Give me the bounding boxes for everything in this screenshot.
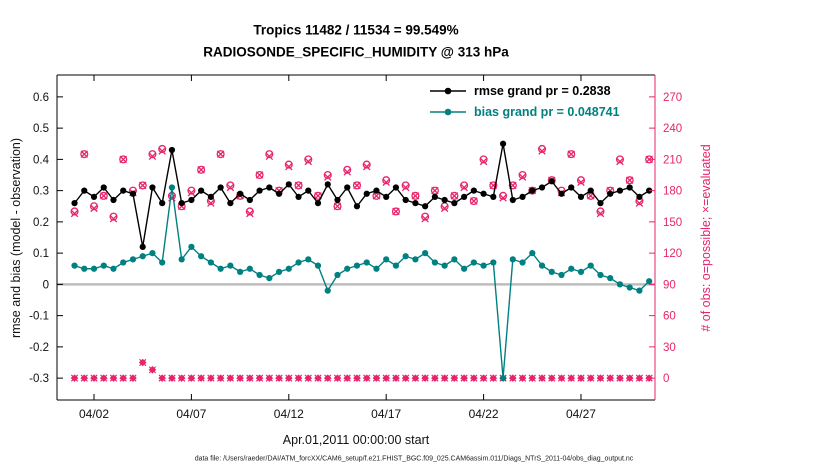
svg-text:0: 0 <box>43 279 49 291</box>
svg-text:0.3: 0.3 <box>33 186 49 198</box>
svg-text:-0.2: -0.2 <box>29 342 49 354</box>
possible-obs-o-series <box>70 144 654 221</box>
legend-label-bias: bias grand pr = 0.048741 <box>474 104 620 119</box>
svg-text:210: 210 <box>663 154 682 166</box>
left-axis-label: rmse and bias (model - observation) <box>9 137 23 339</box>
svg-text:04/27: 04/27 <box>566 407 596 421</box>
svg-text:240: 240 <box>663 123 682 135</box>
svg-text:04/12: 04/12 <box>274 407 304 421</box>
right-axis-label: # of obs: o=possible; ×=evaluated <box>699 144 713 332</box>
bias-series <box>71 184 653 382</box>
axes: -0.3 -0.2 -0.1 0 0.1 0.2 0.3 0.4 0.5 0.6 0 30 60 90 12… <box>29 74 682 421</box>
svg-text:04/07: 04/07 <box>176 407 206 421</box>
svg-text:120: 120 <box>663 248 682 260</box>
svg-text:30: 30 <box>663 342 676 354</box>
svg-text:90: 90 <box>663 279 676 291</box>
svg-text:04/17: 04/17 <box>371 407 401 421</box>
legend-item-bias: bias grand pr = 0.048741 <box>428 101 620 122</box>
evaluated-obs-x-series <box>70 147 653 223</box>
svg-text:0.5: 0.5 <box>33 123 49 135</box>
chart-subtitle: RADIOSONDE_SPECIFIC_HUMIDITY @ 313 hPa <box>203 44 509 60</box>
svg-text:0.4: 0.4 <box>33 154 50 166</box>
svg-text:-0.3: -0.3 <box>29 373 49 385</box>
x-axis-label: Apr.01,2011 00:00:00 start <box>282 433 430 447</box>
near-zero-obs-markers-series <box>70 358 653 382</box>
svg-text:150: 150 <box>663 217 682 229</box>
rmse-series <box>71 140 653 250</box>
svg-text:0: 0 <box>663 373 669 385</box>
svg-text:180: 180 <box>663 186 682 198</box>
svg-text:0.1: 0.1 <box>33 248 49 260</box>
legend: rmse grand pr = 0.2838 bias grand pr = 0… <box>428 80 620 122</box>
legend-label-rmse: rmse grand pr = 0.2838 <box>474 83 611 98</box>
svg-text:60: 60 <box>663 311 676 323</box>
page-title: Tropics 11482 / 11534 = 99.549% <box>253 22 459 38</box>
legend-sample-bias-line-icon <box>430 108 466 115</box>
svg-text:04/02: 04/02 <box>79 407 109 421</box>
svg-text:0.2: 0.2 <box>33 217 49 229</box>
svg-text:04/22: 04/22 <box>469 407 499 421</box>
data-file-caption: data file: /Users/raeder/DAI/ATM_forcXX/… <box>194 455 634 463</box>
legend-sample-rmse-line-icon <box>430 87 466 94</box>
svg-text:-0.1: -0.1 <box>29 311 49 323</box>
svg-text:0.6: 0.6 <box>33 92 49 104</box>
svg-text:270: 270 <box>663 92 682 104</box>
legend-item-rmse: rmse grand pr = 0.2838 <box>428 80 620 101</box>
